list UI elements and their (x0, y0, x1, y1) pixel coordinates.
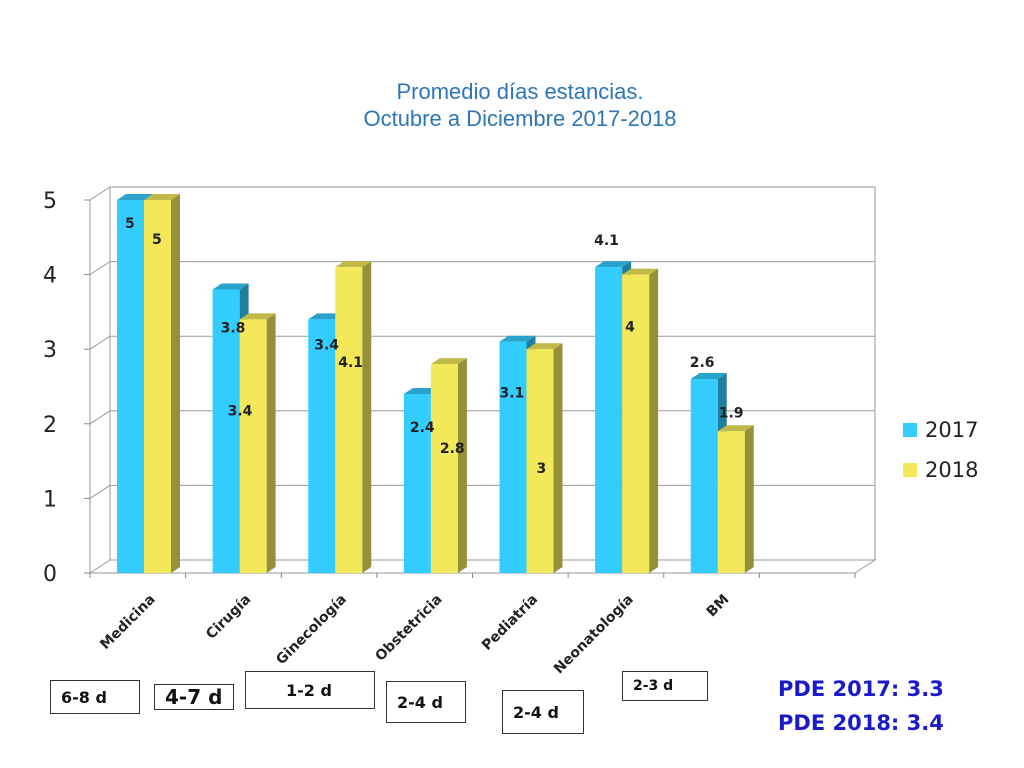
x-tick-label: Cirugía (203, 592, 254, 643)
pde-2017: PDE 2017: 3.3 (778, 677, 944, 701)
bar-front (430, 364, 458, 573)
bar-side (553, 343, 563, 573)
bar-front (403, 393, 431, 573)
bar-front (595, 267, 623, 573)
y-tick-label: 3 (43, 338, 57, 363)
bar-top (430, 358, 467, 365)
x-tick-label: Neonatología (551, 592, 637, 678)
bar-front (622, 274, 650, 573)
bar-front (239, 319, 267, 573)
data-label-2017: 3.8 (221, 321, 246, 337)
range-box-neonatologia: 2-3 d (622, 671, 708, 701)
x-tick-label: Ginecología (273, 592, 350, 669)
bar-front (212, 289, 240, 573)
bar-2018-Cirugía (239, 313, 276, 573)
legend-item-2018: 2018 (903, 450, 978, 490)
bar-side (266, 313, 276, 573)
range-box-cirugia: 4-7 d (154, 684, 234, 710)
chart-title-line-1: Promedio días estancias. (396, 79, 644, 104)
chart-title: Promedio días estancias. Octubre a Dicie… (0, 78, 1024, 132)
bar-front (144, 200, 171, 573)
data-label-2018: 3 (537, 461, 547, 477)
plot-floor (88, 559, 877, 574)
range-box-medicina: 6-8 d (50, 680, 140, 714)
x-tick-label: Obstetricia (372, 592, 445, 665)
data-label-2017: 3.4 (314, 337, 339, 353)
x-tick-label: Pediatría (479, 592, 541, 654)
bar-2018-Obstetricia (430, 358, 467, 573)
range-box-ginecologia: 1-2 d (245, 671, 375, 709)
legend-swatch-2017 (903, 423, 917, 437)
y-tick-label: 4 (43, 264, 57, 289)
bar-top (690, 373, 727, 380)
range-box-pediatria: 2-4 d (502, 690, 584, 734)
data-label-2017: 5 (125, 216, 135, 232)
pde-2018: PDE 2018: 3.4 (778, 711, 944, 735)
bar-front (335, 267, 363, 573)
bar-2018-Ginecología (335, 261, 372, 573)
bar-top (717, 425, 754, 432)
data-label-2018: 4 (625, 320, 635, 336)
y-tick-label: 2 (43, 413, 57, 438)
legend-label-2018: 2018 (925, 458, 979, 482)
data-label-2018: 4.1 (338, 355, 363, 371)
chart-title-line-2: Octubre a Diciembre 2017-2018 (363, 106, 677, 131)
y-tick-label: 0 (43, 562, 57, 587)
bar-side (362, 261, 372, 573)
bar-2017-BM (690, 373, 727, 573)
x-tick-label: Medicina (97, 592, 158, 653)
data-label-2017: 4.1 (594, 233, 619, 249)
bar-front (526, 349, 554, 573)
data-label-2018: 5 (152, 232, 162, 248)
bar-front (717, 431, 745, 573)
y-tick-label: 1 (43, 487, 57, 512)
bar-2018-Neonatología (622, 268, 659, 573)
y-tick-label: 5 (43, 189, 57, 214)
legend-label-2017: 2017 (925, 418, 979, 442)
data-label-2018: 3.4 (228, 403, 253, 419)
legend: 2017 2018 (903, 410, 978, 490)
bar-top (335, 261, 372, 268)
bar-top (499, 335, 536, 342)
bar-side (649, 268, 659, 573)
bar-top (595, 261, 632, 268)
bar-2018-BM (717, 425, 754, 573)
bar-top (239, 313, 276, 320)
bar-side (171, 194, 180, 573)
bar-2018-Pediatría (526, 343, 563, 573)
bar-front (308, 319, 336, 573)
bar-top (526, 343, 563, 350)
data-label-2017: 3.1 (500, 386, 525, 402)
legend-swatch-2018 (903, 463, 917, 477)
bar-top (117, 194, 153, 200)
x-tick-label: BM (704, 592, 733, 621)
bar-top (212, 283, 249, 290)
bar-side (744, 425, 754, 573)
data-label-2017: 2.4 (410, 420, 435, 436)
bar-side (457, 358, 467, 573)
gridline (89, 186, 875, 201)
legend-item-2017: 2017 (903, 410, 978, 450)
bar-2018-Medicina (144, 194, 180, 573)
bar-front (690, 379, 718, 573)
bar-front (117, 200, 144, 573)
data-label-2018: 1.9 (719, 405, 744, 421)
bar-front (499, 341, 527, 573)
data-label-2017: 2.6 (690, 355, 715, 371)
range-box-obstetricia: 2-4 d (386, 681, 466, 723)
data-label-2018: 2.8 (440, 441, 465, 457)
bar-top (144, 194, 180, 200)
bar-top (622, 268, 659, 275)
